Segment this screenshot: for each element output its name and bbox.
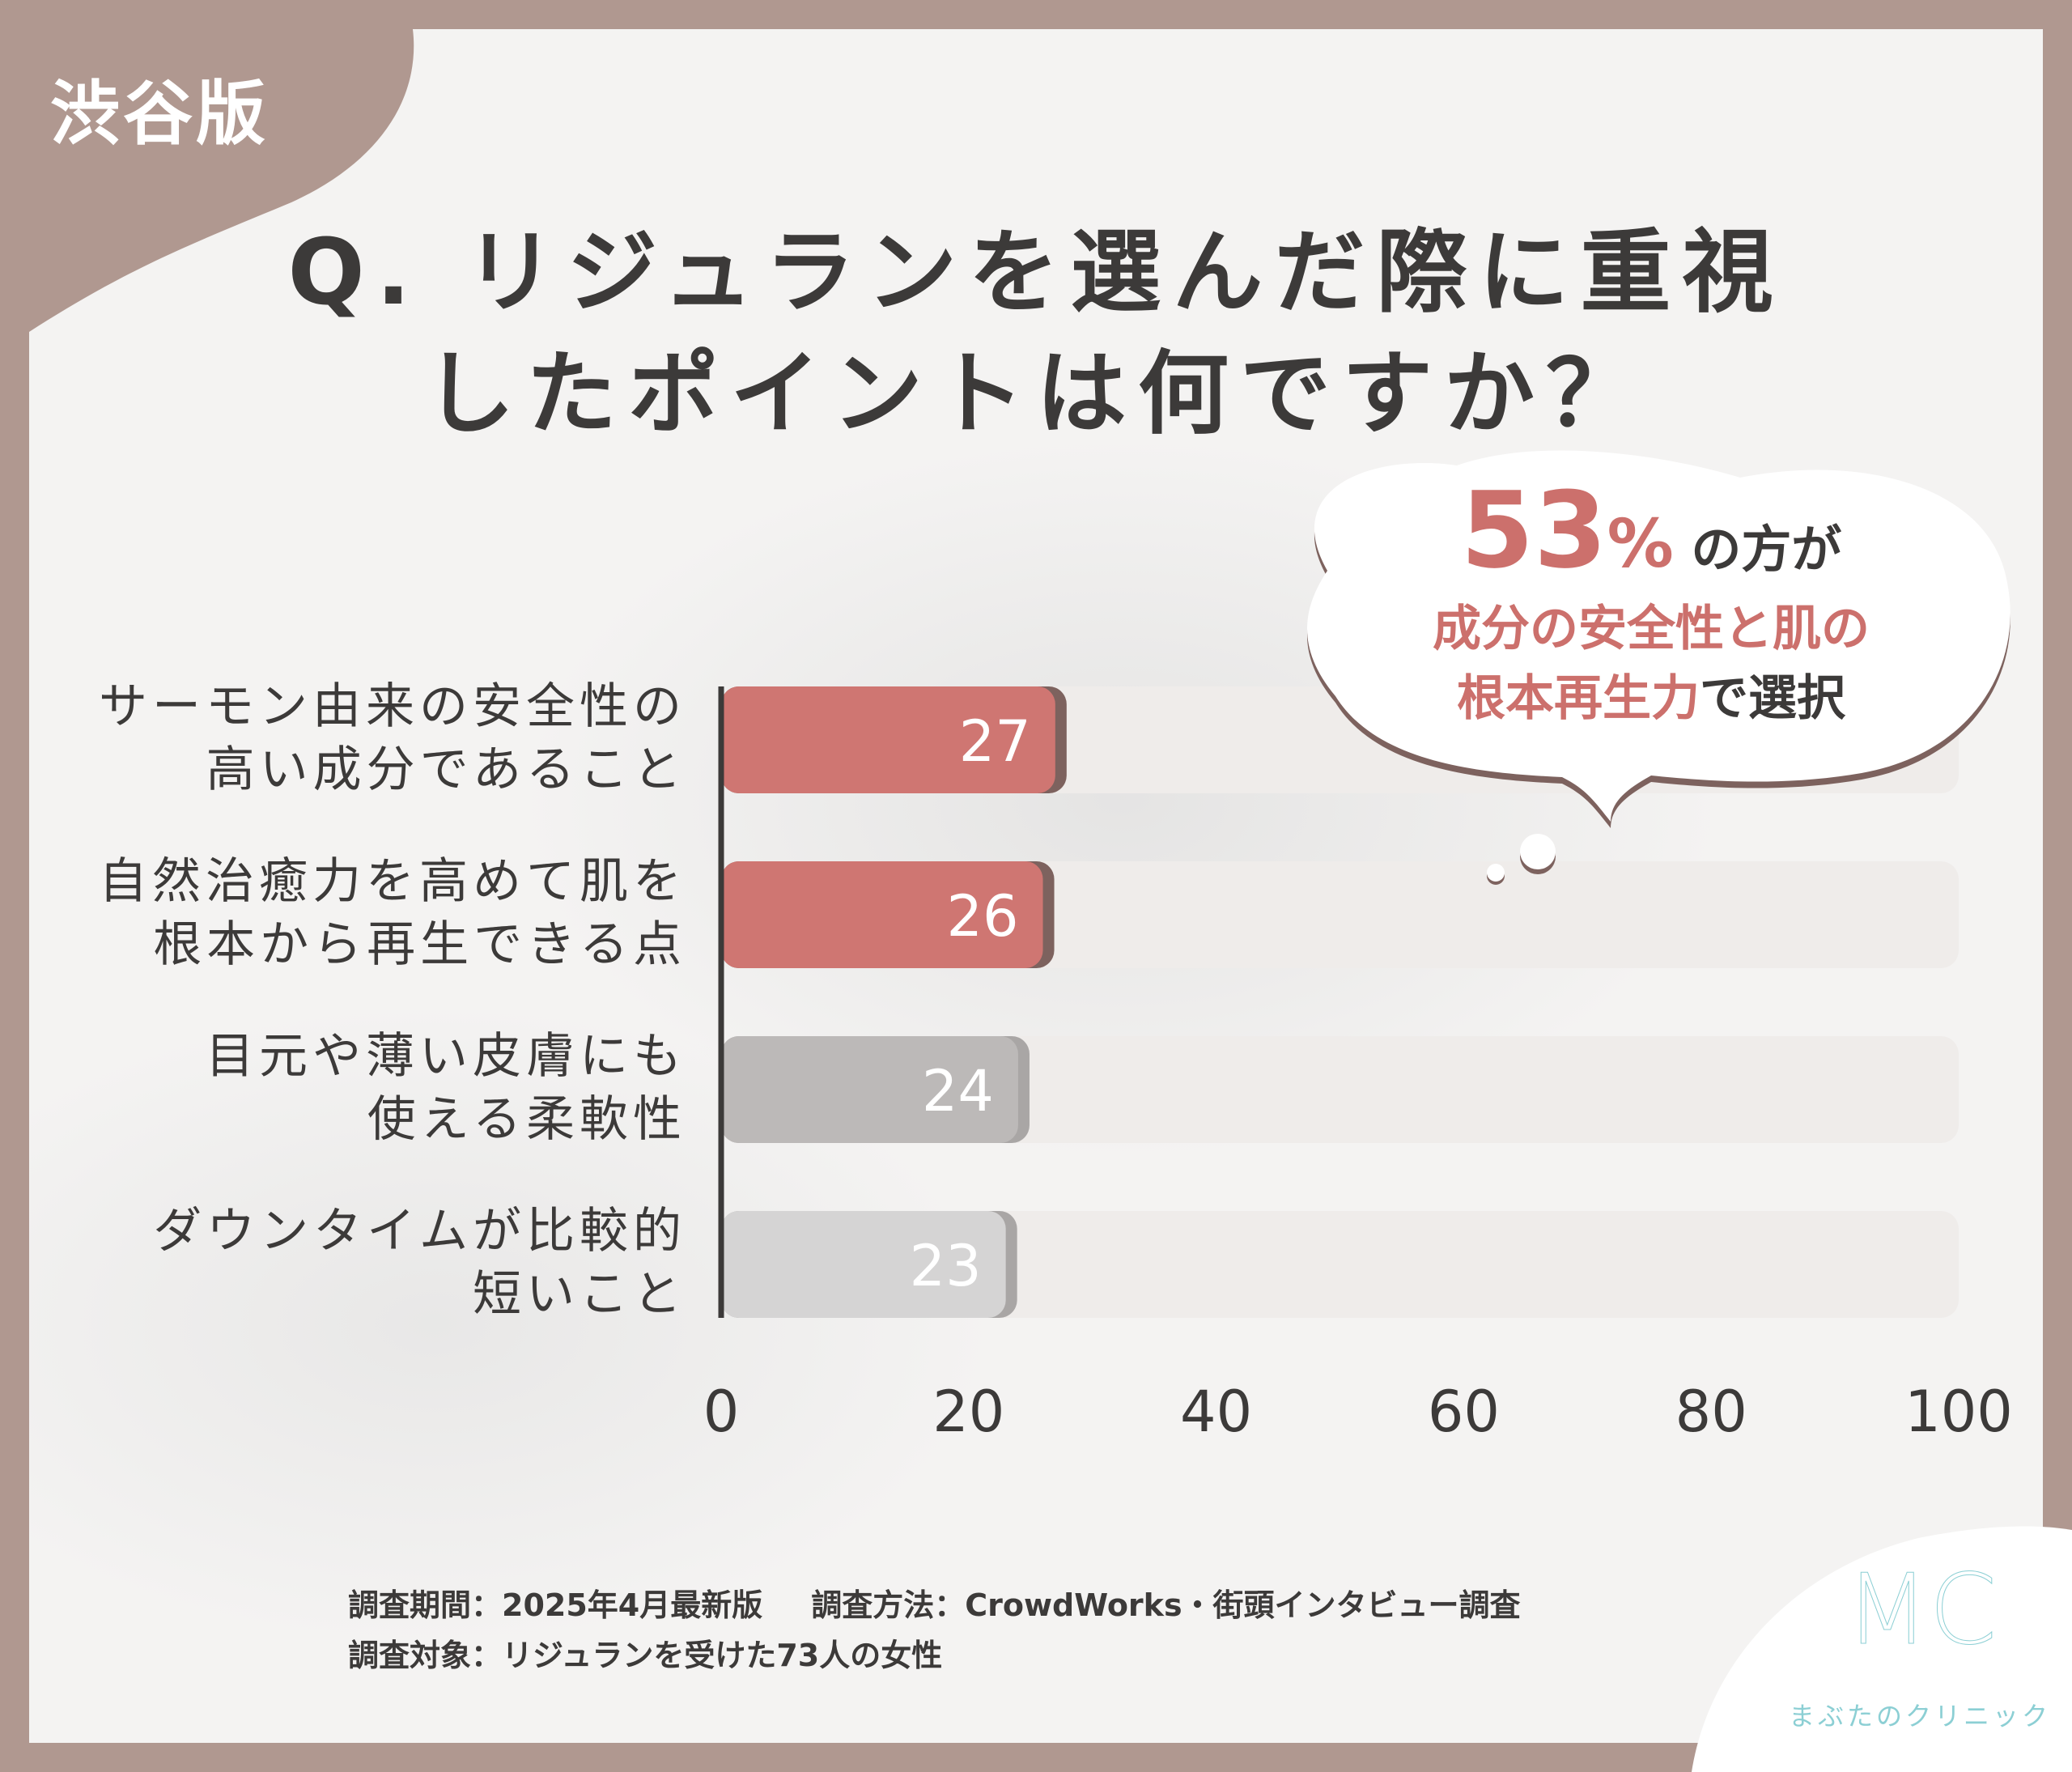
footer-notes: 調査期間：2025年4月最新版 調査方法：CrowdWorks・街頭インタビュー調… [348,1580,1569,1681]
bar-track-4 [721,1211,1959,1318]
badge-shape [29,29,414,332]
x-tick-label-20: 20 [932,1379,1004,1445]
category-label-1-line-2: 高い成分であること [206,742,686,798]
bar-2 [721,861,1043,968]
page-title: Q. リジュランを選んだ際に重視 したポイントは何ですか？ [0,212,2072,455]
x-tick-label-40: 40 [1180,1379,1252,1445]
category-label-1: サーモン由来の安全性の高い成分であること [23,675,686,801]
callout-percent: 53 [1460,469,1607,592]
category-label-4-line-2: 短いこと [473,1266,686,1323]
footer-target: 調査対象：リジュランを受けた73人の女性 [348,1638,943,1673]
callout-line-2: 成分の安全性と肌の [1433,601,1870,657]
callout-bubble [1307,450,2010,885]
bar-3 [721,1036,1018,1143]
category-label-3-line-2: 使える柔軟性 [367,1091,686,1148]
title-line-1: Q. リジュランを選んだ際に重視 [287,220,1785,325]
title-line-2: したポイントは何ですか？ [424,342,1648,447]
category-label-3: 目元や薄い皮膚にも使える柔軟性 [23,1025,686,1151]
bar-value-label-4: 23 [910,1233,982,1299]
category-label-2: 自然治癒力を高めて肌を根本から再生できる点 [23,850,686,976]
footer-method: 調査方法：CrowdWorks・街頭インタビュー調査 [811,1587,1521,1623]
logo-backdrop: MC [1692,1526,2072,1772]
bar-value-label-3: 24 [922,1058,994,1124]
bar-value-label-1: 27 [959,708,1031,775]
callout-suffix: の方が [1691,520,1842,579]
callout-text: 53% の方が 成分の安全性と肌の 根本再生力で選択 [1327,478,1975,733]
x-tick-label-0: 0 [703,1379,740,1445]
footer-period: 調査期間：2025年4月最新版 [348,1587,763,1623]
callout-percent-sign: % [1607,506,1674,583]
bar-1 [721,686,1055,793]
badge-label: 渋谷版 [50,74,269,155]
logo-name: まぶたのクリニック [1789,1701,2052,1732]
category-label-1-line-1: サーモン由来の安全性の [99,678,686,735]
category-label-2-line-2: 根本から再生できる点 [153,916,686,973]
logo-mark: MC [1845,1554,1997,1667]
bar-track-3 [721,1036,1959,1143]
category-label-2-line-1: 自然治癒力を高めて肌を [99,853,686,910]
bar-4 [721,1211,1006,1318]
x-tick-label-60: 60 [1428,1379,1500,1445]
callout-line-3-rest: で選択 [1700,670,1845,727]
x-tick-label-100: 100 [1904,1379,2013,1445]
category-label-4: ダウンタイムが比較的短いこと [23,1200,686,1326]
callout-line-3-accent: 根本再生力 [1457,670,1700,727]
category-label-3-line-1: 目元や薄い皮膚にも [206,1028,686,1085]
bar-value-label-2: 26 [946,883,1018,950]
x-tick-label-80: 80 [1675,1379,1747,1445]
category-label-4-line-1: ダウンタイムが比較的 [153,1203,686,1260]
